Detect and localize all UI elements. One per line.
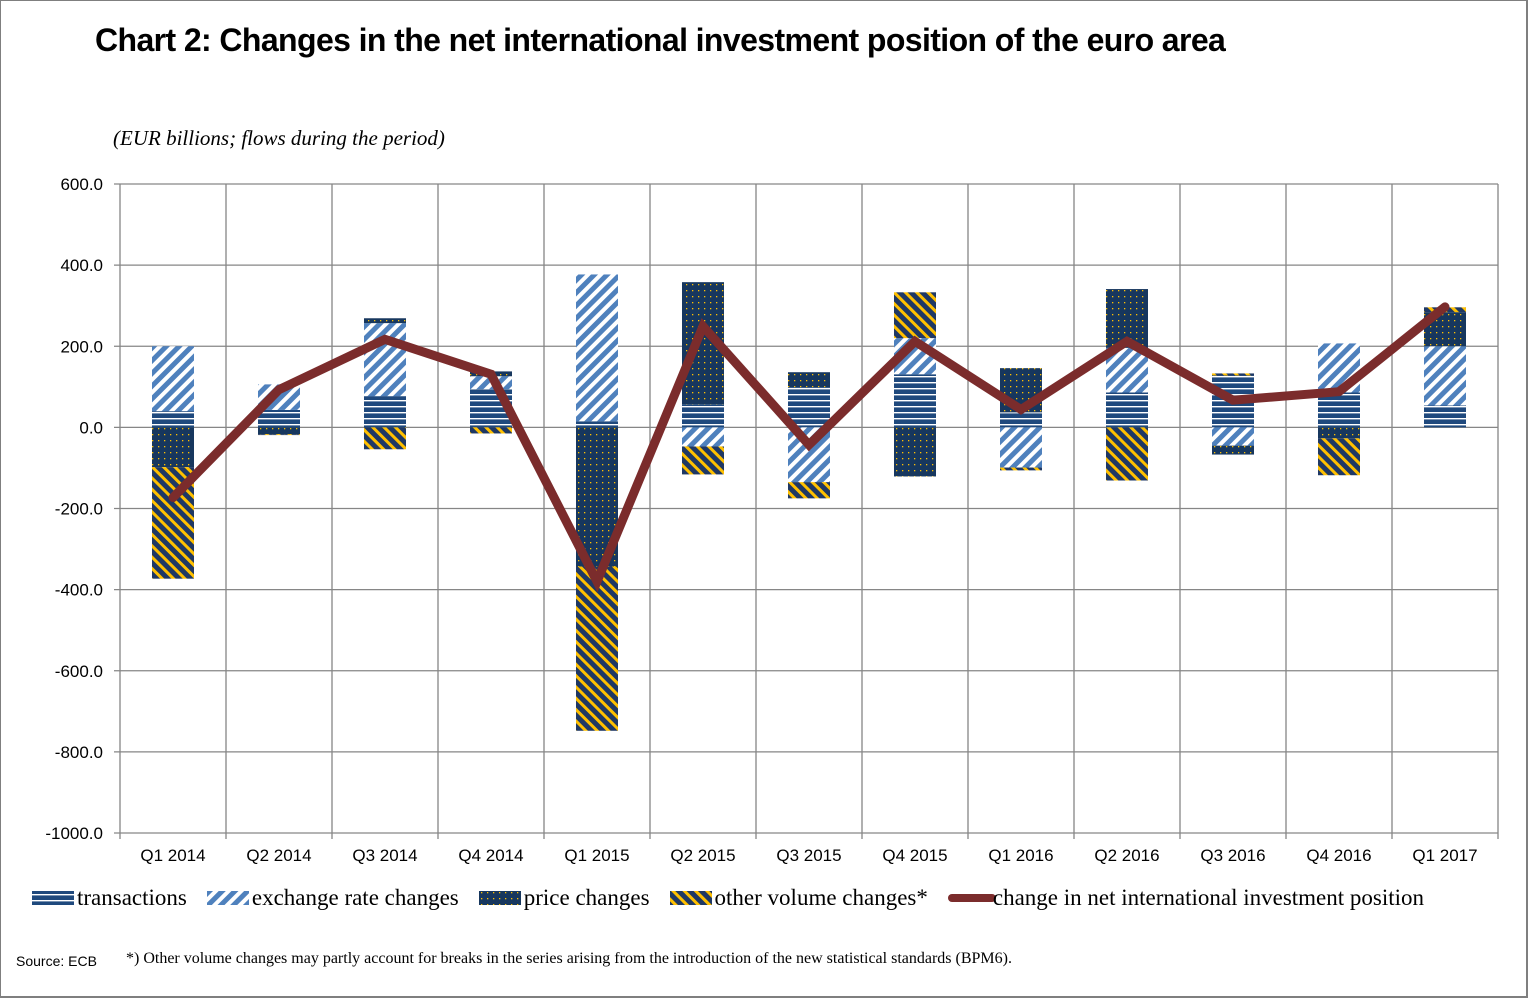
legend-swatch-other-volume (669, 890, 712, 906)
bar-transactions (1000, 412, 1042, 428)
y-tick-label: -400.0 (55, 581, 103, 600)
bar-exchange-rate-changes (1212, 427, 1254, 446)
bars (152, 274, 1466, 731)
legend-label-other-volume: other volume changes* (714, 885, 928, 910)
x-tick-label: Q1 2017 (1412, 846, 1477, 865)
bar-transactions (788, 387, 830, 428)
bar-exchange-rate-changes (1000, 427, 1042, 468)
footnote: *) Other volume changes may partly accou… (126, 950, 1012, 967)
chart-title: Chart 2: Changes in the net internationa… (95, 22, 1226, 58)
y-tick-label: 200.0 (60, 337, 103, 356)
bar-transactions (1318, 392, 1360, 428)
bar-transactions (1424, 405, 1466, 428)
chart-subtitle: (EUR billions; flows during the period) (113, 126, 445, 150)
bar-other-volume-changes (682, 446, 724, 475)
bar-other-volume-changes (470, 427, 512, 434)
bar-price-changes (364, 318, 406, 324)
legend-swatch-exchange-rate (206, 890, 249, 906)
y-tick-label: -200.0 (55, 500, 103, 519)
legend-swatch-transactions (32, 890, 74, 906)
bar-price-changes (1318, 427, 1360, 439)
bar-other-volume-changes (258, 434, 300, 436)
x-tick-label: Q2 2016 (1094, 846, 1159, 865)
bar-price-changes (894, 427, 936, 477)
bar-other-volume-changes (1000, 467, 1042, 471)
x-axis-labels: Q1 2014 Q2 2014 Q3 2014 Q4 2014 Q1 2015 Q2 20… (140, 846, 1477, 865)
x-tick-label: Q1 2015 (564, 846, 629, 865)
y-tick-label: 0.0 (79, 418, 103, 437)
legend-label-price-changes: price changes (523, 885, 650, 910)
bar-price-changes (152, 427, 194, 468)
x-tick-label: Q1 2016 (988, 846, 1053, 865)
y-tick-label: 600.0 (60, 175, 103, 194)
x-tick-label: Q2 2015 (670, 846, 735, 865)
x-tick-label: Q4 2016 (1306, 846, 1371, 865)
chart-plot: 600.0 400.0 200.0 0.0 -200.0 -400.0 -600.0 -800… (45, 175, 1499, 865)
bar-price-changes (258, 427, 300, 435)
x-tick-label: Q3 2015 (776, 846, 841, 865)
y-axis-labels: 600.0 400.0 200.0 0.0 -200.0 -400.0 -600.0 -800… (45, 175, 103, 843)
bar-exchange-rate-changes (152, 346, 194, 412)
bar-price-changes (788, 372, 830, 388)
bar-transactions (258, 409, 300, 428)
y-tick-label: 400.0 (60, 256, 103, 275)
bar-transactions (576, 421, 618, 428)
legend-swatch-price-changes (478, 890, 521, 906)
x-tick-label: Q4 2015 (882, 846, 947, 865)
x-tick-label: Q3 2014 (352, 846, 417, 865)
bar-transactions (894, 374, 936, 428)
bar-exchange-rate-changes (682, 427, 724, 447)
bar-other-volume-changes (576, 566, 618, 731)
legend-item-price-changes: price changes (478, 885, 650, 911)
line-niip-change (168, 302, 1450, 593)
bar-price-changes (1212, 445, 1254, 455)
bar-other-volume-changes (1318, 438, 1360, 476)
gridlines (114, 183, 1499, 839)
legend-label-exchange-rate: exchange rate changes (251, 885, 459, 910)
x-tick-label: Q1 2014 (140, 846, 205, 865)
legend-swatch-niip-line (947, 890, 996, 906)
line-series (168, 302, 1450, 593)
bar-transactions (1106, 392, 1148, 428)
legend-item-niip-line: change in net international investment p… (947, 885, 1425, 911)
bar-other-volume-changes (1106, 427, 1148, 481)
legend-item-transactions: transactions (32, 885, 187, 911)
y-tick-label: -800.0 (55, 743, 103, 762)
bar-transactions (364, 396, 406, 428)
legend-item-other-volume: other volume changes* (669, 885, 928, 911)
x-tick-label: Q3 2016 (1200, 846, 1265, 865)
legend-label-niip-line: change in net international investment p… (992, 885, 1425, 910)
x-tick-label: Q4 2014 (458, 846, 523, 865)
bar-other-volume-changes (364, 427, 406, 450)
legend-label-transactions: transactions (77, 885, 187, 910)
bar-exchange-rate-changes (1424, 346, 1466, 406)
y-tick-label: -1000.0 (45, 824, 103, 843)
bar-other-volume-changes (1212, 373, 1254, 376)
bar-exchange-rate-changes (576, 274, 618, 422)
y-tick-label: -600.0 (55, 662, 103, 681)
legend: transactions exchange rate changes price… (32, 882, 1444, 914)
bar-other-volume-changes (894, 292, 936, 339)
bar-other-volume-changes (788, 482, 830, 499)
bar-transactions (682, 404, 724, 428)
source-note: Source: ECB (16, 953, 97, 969)
x-tick-label: Q2 2014 (246, 846, 311, 865)
bar-exchange-rate-changes (364, 323, 406, 397)
legend-item-exchange-rate: exchange rate changes (206, 885, 459, 911)
bar-transactions (152, 411, 194, 428)
